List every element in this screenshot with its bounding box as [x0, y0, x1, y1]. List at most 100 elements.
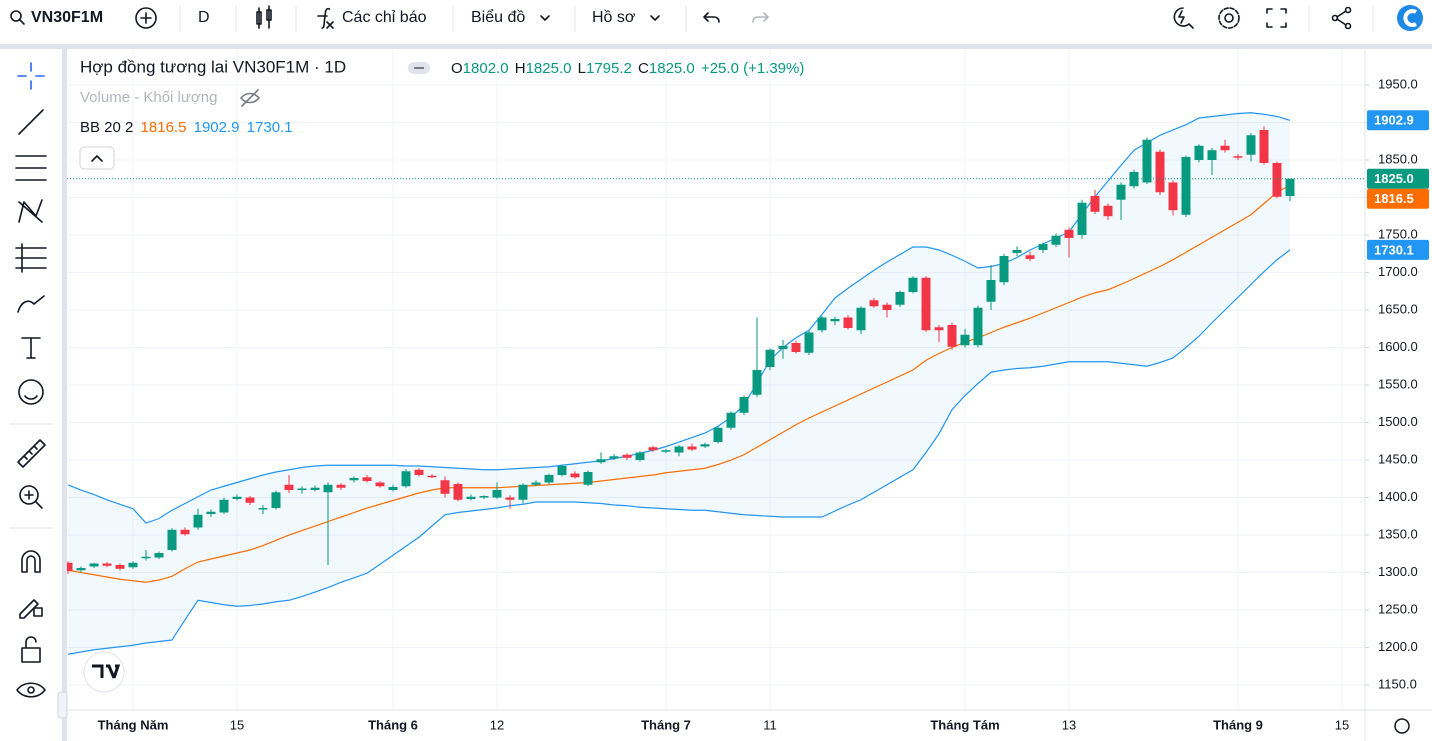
collapse-chevron: [91, 155, 103, 162]
chart-type-icon[interactable]: [256, 5, 272, 29]
share-icon[interactable]: [1331, 14, 1339, 22]
share-icon-node: [1344, 6, 1352, 14]
candle-body: [882, 304, 892, 310]
price-tag-label: 1816.5: [1374, 191, 1414, 206]
indicators-button[interactable]: Các chỉ báo: [342, 9, 427, 26]
zoom-tool[interactable]: [19, 485, 39, 505]
candle-body: [466, 496, 476, 500]
candle-body: [388, 487, 398, 491]
chevron: [540, 15, 550, 21]
candle-body: [258, 508, 268, 510]
candle-body: [1025, 255, 1035, 259]
candle-body: [375, 482, 385, 487]
plot-area: [67, 49, 1365, 710]
redo-icon[interactable]: [752, 12, 769, 23]
bb-name: BB 20 2: [80, 119, 133, 136]
y-tick-label: 1300.0: [1378, 564, 1418, 579]
fullscreen-icon[interactable]: [1266, 8, 1287, 28]
y-tick-label: 1250.0: [1378, 601, 1418, 616]
symbol[interactable]: VN30F1M: [31, 9, 103, 26]
candle-body: [1077, 202, 1087, 235]
indicators-icon[interactable]: [317, 7, 334, 29]
ohlc-value: 1802.0: [463, 60, 509, 77]
price-tag-label: 1902.9: [1374, 113, 1414, 128]
ruler-tool[interactable]: [17, 439, 46, 468]
sidebar-handle[interactable]: [57, 691, 68, 719]
candle-body: [310, 487, 320, 491]
crosshair-tool[interactable]: [17, 62, 45, 90]
candle-body: [1168, 182, 1178, 211]
chart-menu[interactable]: Biểu đồ: [471, 8, 525, 26]
bb-legend: BB 20 2 1816.5 1902.9 1730.1: [80, 119, 293, 136]
trendline-tool[interactable]: [18, 109, 44, 135]
candle-body: [778, 345, 788, 349]
visibility-tool[interactable]: [16, 682, 46, 698]
left-separator: [62, 49, 67, 741]
candle-body: [570, 473, 580, 478]
candle-body: [1246, 135, 1256, 155]
forecast-tool[interactable]: [15, 243, 47, 273]
candle-body: [557, 466, 567, 476]
candle-body: [128, 562, 138, 568]
x-tick-label: 12: [490, 717, 504, 732]
candle-body: [1012, 249, 1022, 253]
brush-tool[interactable]: [17, 295, 45, 313]
pattern-tool[interactable]: [18, 199, 43, 223]
candle-body: [986, 279, 996, 302]
magnet-tool[interactable]: [21, 550, 41, 573]
tv-logo-badge[interactable]: [83, 651, 125, 693]
candle-body: [167, 529, 177, 551]
candle-body: [505, 497, 515, 500]
x-tick-label: Tháng 7: [641, 717, 691, 732]
candle-body: [427, 475, 437, 478]
lock-drawing-tool[interactable]: [19, 599, 43, 619]
fib-tool[interactable]: [15, 155, 47, 181]
candle-body: [804, 332, 814, 353]
hidden-icon[interactable]: [240, 89, 260, 107]
candle-body: [1090, 195, 1100, 212]
add-symbol[interactable]: [135, 7, 157, 29]
candle-body: [583, 472, 593, 485]
candle-body: [1051, 235, 1061, 245]
tv-logo: [83, 651, 125, 693]
candle-body: [869, 300, 879, 307]
candle-body: [401, 471, 411, 487]
candle-body: [1155, 151, 1165, 193]
candle-body: [635, 452, 645, 461]
volume-legend[interactable]: Volume - Khối lượng: [80, 89, 217, 106]
axes: 1150.0 1200.0 1250.0 1300.0 1350.0 1400.0 1450…: [98, 76, 1418, 734]
search-icon[interactable]: [10, 10, 22, 22]
collapse-legend[interactable]: [79, 146, 115, 170]
candle-body: [193, 514, 203, 528]
zoom-tool-handle: [24, 490, 43, 509]
candle-body: [297, 488, 307, 491]
brand-logo-c: [1403, 9, 1418, 27]
x-tick-label: 11: [763, 717, 777, 732]
candle-body: [661, 450, 671, 452]
x-tick-label: Tháng 6: [368, 717, 418, 732]
brand-logo[interactable]: [1397, 5, 1423, 31]
candle-body: [284, 484, 294, 491]
x-tick-label: 13: [1062, 717, 1076, 732]
price-tag: [1367, 239, 1429, 260]
candle-body: [843, 317, 853, 328]
x-tick-label: 15: [230, 717, 244, 732]
settings-icon[interactable]: [1224, 13, 1234, 23]
profile-menu[interactable]: Hồ sơ: [592, 9, 636, 26]
zoom-icon[interactable]: [1173, 7, 1194, 29]
candle-body: [1259, 129, 1269, 163]
interval[interactable]: D: [198, 9, 210, 26]
candle-body: [1285, 178, 1295, 196]
candle-body: [518, 484, 528, 500]
candle-body: [817, 317, 827, 331]
visibility-pupil: [27, 686, 35, 694]
y-tick-label: 1350.0: [1378, 526, 1418, 541]
settings-icon-ring: [1218, 7, 1240, 29]
emoji-tool[interactable]: [18, 379, 44, 405]
text-tool[interactable]: [21, 337, 41, 359]
unlock-tool[interactable]: [21, 636, 41, 663]
candle-body: [739, 397, 749, 413]
undo-icon[interactable]: [703, 12, 720, 23]
